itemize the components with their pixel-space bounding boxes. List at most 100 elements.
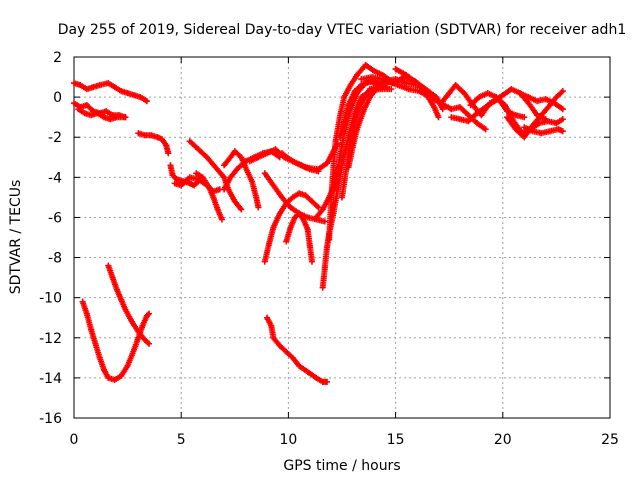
- data-point: [439, 98, 446, 105]
- data-point: [165, 150, 172, 157]
- data-point: [366, 86, 373, 93]
- data-point: [358, 82, 365, 89]
- data-point: [304, 368, 311, 375]
- data-point: [186, 180, 193, 187]
- data-point: [111, 84, 118, 91]
- data-point: [296, 362, 303, 369]
- data-point: [146, 340, 153, 347]
- data-point: [559, 116, 566, 123]
- data-point: [499, 92, 506, 99]
- data-point: [238, 206, 245, 213]
- data-point: [521, 134, 528, 141]
- y-tick-label: 2: [53, 50, 62, 66]
- y-tick-label: -6: [48, 210, 62, 226]
- series-arc-8: [186, 138, 245, 213]
- data-point: [233, 166, 240, 173]
- data-point: [248, 178, 255, 185]
- data-point: [163, 142, 170, 149]
- data-point: [371, 68, 378, 75]
- data-point: [289, 158, 296, 165]
- series-arc-29: [504, 88, 566, 141]
- data-point: [83, 310, 90, 317]
- data-point: [304, 226, 311, 233]
- data-point: [388, 86, 395, 93]
- series-arc-33: [105, 262, 153, 347]
- data-point: [131, 92, 138, 99]
- y-tick-label: -12: [39, 331, 62, 347]
- data-point: [263, 150, 270, 157]
- data-point: [452, 82, 459, 89]
- chart-title: Day 255 of 2019, Sidereal Day-to-day VTE…: [58, 22, 626, 38]
- data-point: [253, 194, 260, 201]
- data-point: [414, 80, 421, 87]
- data-point: [559, 106, 566, 113]
- axis-ticks: 0 5 10 15 20 25 -16 -14 -12 -10 -8 -6 -4 -2 0 2: [39, 50, 619, 448]
- data-point: [345, 164, 352, 171]
- data-point: [512, 126, 519, 133]
- data-point: [276, 210, 283, 217]
- data-point: [512, 112, 519, 119]
- data-point: [403, 72, 410, 79]
- data-point: [349, 144, 356, 151]
- data-point: [313, 374, 320, 381]
- data-point: [278, 150, 285, 157]
- data-point: [379, 76, 386, 83]
- y-tick-label: -10: [39, 291, 62, 307]
- data-point: [128, 318, 135, 325]
- data-point: [101, 114, 108, 121]
- data-point: [516, 90, 523, 97]
- data-point: [354, 126, 361, 133]
- data-point: [308, 258, 315, 265]
- data-point: [341, 94, 348, 101]
- data-point: [276, 342, 283, 349]
- data-point: [551, 100, 558, 107]
- data-point: [304, 214, 311, 221]
- data-point: [83, 102, 90, 109]
- data-point: [71, 80, 77, 87]
- data-point: [255, 204, 262, 211]
- data-point: [96, 82, 103, 89]
- series-arc-31: [521, 124, 566, 137]
- data-point: [461, 90, 468, 97]
- y-tick-label: -2: [48, 130, 62, 146]
- data-point: [538, 112, 545, 119]
- y-axis-title: SDTVAR / TECUs: [8, 180, 24, 295]
- data-point: [559, 128, 566, 135]
- data-point: [446, 90, 453, 97]
- data-point: [360, 108, 367, 115]
- data-point: [111, 376, 118, 383]
- data-point: [559, 88, 566, 95]
- data-point: [199, 174, 206, 181]
- data-point: [96, 354, 103, 361]
- series-arc-25: [384, 78, 489, 133]
- data-point: [392, 66, 399, 73]
- data-point: [326, 236, 333, 243]
- series-arc-15: [283, 210, 315, 265]
- data-point: [345, 102, 352, 109]
- data-point: [203, 154, 210, 161]
- data-point: [384, 78, 391, 85]
- series-arc-30: [516, 90, 566, 113]
- y-tick-label: -16: [39, 411, 62, 427]
- data-point: [465, 112, 472, 119]
- data-point: [546, 128, 553, 135]
- series-arc-20: [339, 84, 391, 201]
- data-point: [289, 354, 296, 361]
- data-point: [242, 164, 249, 171]
- data-point: [555, 126, 562, 133]
- data-point: [347, 82, 354, 89]
- data-point: [227, 174, 234, 181]
- data-point: [118, 296, 125, 303]
- data-point: [186, 138, 193, 145]
- data-point: [118, 372, 125, 379]
- data-point: [553, 120, 560, 127]
- x-tick-label: 5: [177, 432, 186, 448]
- data-point: [323, 244, 330, 251]
- data-point: [238, 154, 245, 161]
- data-point: [101, 366, 108, 373]
- data-point: [270, 182, 277, 189]
- data-point: [103, 108, 110, 115]
- data-point: [75, 106, 82, 113]
- data-point: [263, 314, 270, 321]
